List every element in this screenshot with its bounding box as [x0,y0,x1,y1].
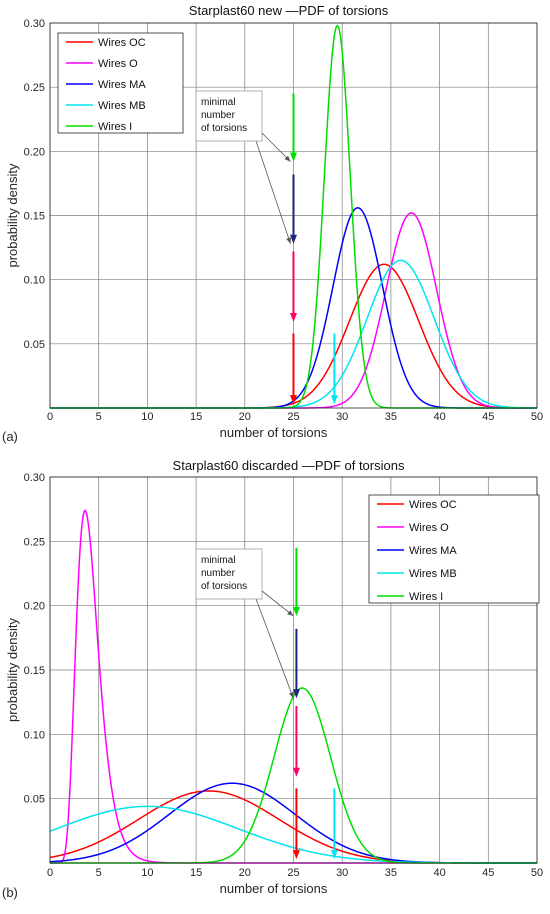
legend-label: Wires I [409,591,443,603]
x-tick-label: 0 [47,411,53,423]
marker-arrowhead [292,689,300,699]
y-axis-label: probability density [5,163,20,268]
legend-box [57,32,184,134]
x-tick-label: 25 [287,867,299,879]
x-tick-label: 35 [385,867,397,879]
annotation-arrowhead [284,155,291,162]
y-tick-label: 0.15 [24,665,45,677]
marker-arrowhead [290,234,297,244]
x-tick-label: 30 [336,411,348,423]
y-tick-label: 0.25 [24,536,45,548]
y-tick-label: 0.10 [24,275,45,287]
legend-label: Wires O [98,58,138,70]
legend-label: Wires MB [409,568,457,580]
x-tick-label: 15 [190,867,202,879]
axes-box [49,22,538,409]
legend-label: Wires O [409,522,449,534]
marker-arrowhead [292,767,300,777]
x-tick-label: 35 [385,411,397,423]
x-tick-label: 45 [482,867,494,879]
x-tick-label: 30 [336,867,348,879]
annotation-leader [255,598,294,699]
y-tick-label: 0.05 [24,339,45,351]
annotation-text: minimal [201,555,235,566]
x-tick-label: 5 [96,411,102,423]
chart-title: Starplast60 new —PDF of torsions [189,3,389,18]
x-axis-label: number of torsions [220,425,328,440]
x-tick-label: 50 [531,411,543,423]
panel-label: (b) [2,885,18,900]
x-tick-label: 40 [433,867,445,879]
legend-label: Wires MA [98,79,146,91]
y-tick-label: 0.30 [24,18,45,30]
annotation-box [195,90,263,142]
marker-arrowhead [290,313,297,323]
legend-box [368,494,540,604]
annotation-leader [255,140,291,244]
panel-label: (a) [2,429,18,444]
chart-title: Starplast60 discarded —PDF of torsions [173,458,405,473]
annotation-arrowhead [286,237,291,244]
x-tick-label: 45 [482,411,494,423]
legend-label: Wires OC [98,37,146,49]
panel-a: 0 5 10 15 20 25 30 35 40 45 50 0.05 0.10 0.15 0.20 0.25… [2,3,543,444]
axes-box [49,476,538,864]
y-tick-label: 0.30 [24,472,45,484]
y-axis-label: probability density [5,617,20,722]
y-tick-label: 0.15 [24,211,45,223]
annotation-leader [261,132,291,162]
x-tick-label: 50 [531,867,543,879]
annotation-text: of torsions [201,123,247,134]
x-tick-label: 10 [141,411,153,423]
annotation-text: minimal [201,97,235,108]
annotation-arrowhead [288,691,294,699]
marker-arrowhead [290,395,297,405]
annotation-leader [261,590,294,617]
x-tick-label: 5 [96,867,102,879]
legend-label: Wires MB [98,100,146,112]
legend-label: Wires OC [409,499,457,511]
panel-b: 0 5 10 15 20 25 30 35 40 45 50 0.05 0.10 0.15 0.20 0.25… [2,458,543,900]
x-tick-label: 25 [287,411,299,423]
x-tick-label: 20 [239,867,251,879]
annotation-text: of torsions [201,581,247,592]
annotation-arrowhead [287,610,294,616]
y-tick-label: 0.20 [24,601,45,613]
y-tick-label: 0.20 [24,146,45,158]
x-axis-label: number of torsions [220,881,328,896]
x-tick-label: 15 [190,411,202,423]
marker-arrowhead [292,850,300,860]
x-tick-label: 40 [433,411,445,423]
marker-arrowhead [330,850,338,860]
annotation-text: number [201,110,236,121]
x-tick-label: 20 [239,411,251,423]
x-tick-label: 0 [47,867,53,879]
y-tick-label: 0.25 [24,82,45,94]
marker-arrowhead [330,395,338,405]
y-tick-label: 0.05 [24,794,45,806]
marker-arrowhead [290,152,297,162]
marker-arrowhead [292,606,300,616]
x-tick-label: 10 [141,867,153,879]
annotation-box [195,548,263,600]
legend-label: Wires MA [409,545,457,557]
legend-label: Wires I [98,121,132,133]
y-tick-label: 0.10 [24,729,45,741]
annotation-text: number [201,568,236,579]
